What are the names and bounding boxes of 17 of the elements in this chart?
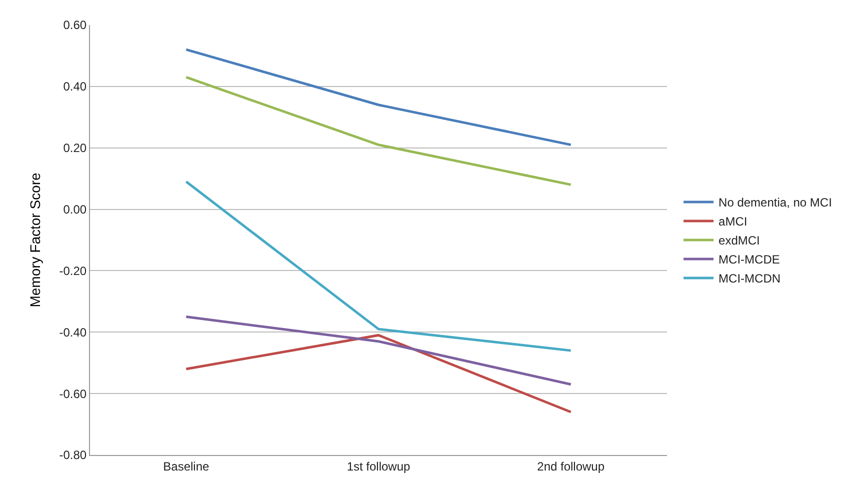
legend-label: No dementia, no MCI: [718, 196, 832, 210]
y-tick-label: 0.00: [63, 202, 87, 216]
y-tick-label: -0.80: [59, 448, 87, 462]
y-tick-label: 0.20: [63, 141, 87, 156]
x-tick-label: 1st followup: [346, 459, 411, 474]
y-tick-label: -0.40: [59, 325, 87, 340]
legend-label: exdMCI: [718, 234, 760, 248]
y-tick-label: 0.40: [63, 80, 87, 94]
y-tick-label: -0.20: [59, 264, 87, 278]
legend-label: MCI-MCDN: [718, 272, 781, 286]
y-axis-title: Memory Factor Score: [26, 172, 43, 308]
y-tick-label: -0.60: [59, 386, 87, 401]
x-tick-label: 2nd followup: [537, 459, 605, 474]
legend-label: aMCI: [718, 214, 748, 229]
x-tick-label: Baseline: [163, 459, 210, 474]
legend-label: MCI-MCDE: [718, 252, 780, 267]
y-tick-label: 0.60: [63, 18, 87, 32]
